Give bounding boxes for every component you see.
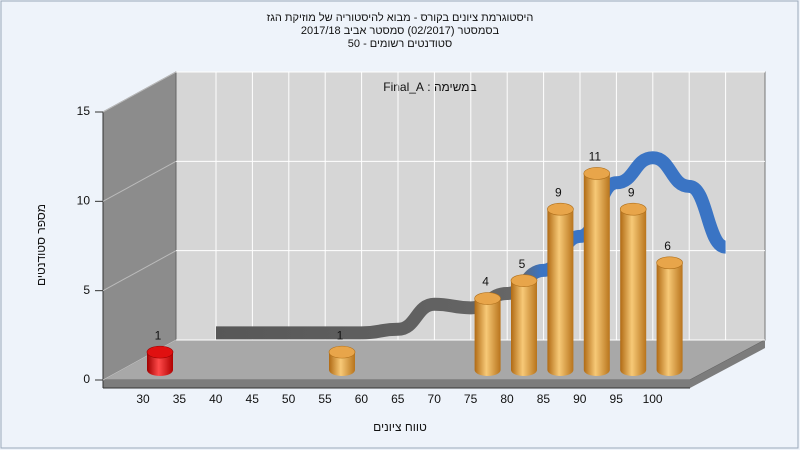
x-tick-label: 55 [318, 392, 332, 406]
bar-body [583, 173, 610, 376]
bar-top [328, 345, 356, 359]
x-tick-label: 80 [500, 392, 514, 406]
bar-top [146, 345, 174, 359]
x-tick-label: 60 [355, 392, 369, 406]
data-label: 9 [555, 185, 562, 199]
bar [474, 292, 501, 376]
x-tick-label: 85 [537, 392, 551, 406]
bar-top [583, 167, 611, 180]
left-wall [102, 71, 177, 381]
x-tick-label: 70 [428, 392, 442, 406]
bar-body [147, 352, 173, 376]
bar-body [329, 352, 355, 376]
grid-line [102, 160, 177, 202]
bar-body [656, 262, 683, 376]
bar [656, 256, 683, 376]
bar-top [510, 274, 538, 287]
bar [328, 345, 356, 376]
bar-body [620, 209, 647, 376]
y-tick-label: 15 [77, 104, 91, 118]
chart-subtitle: בסמסטר (02/2017) סמסטר אביב 2017/18 [301, 25, 500, 37]
y-tick-label: 10 [77, 194, 91, 208]
x-axis-label: טווח ציונים [373, 420, 427, 434]
bar-body [511, 280, 537, 376]
x-tick-label: 45 [246, 392, 260, 406]
x-tick-label: 40 [209, 392, 223, 406]
data-label: 1 [155, 328, 162, 342]
floor-edge [103, 340, 765, 388]
data-label: 6 [664, 239, 671, 253]
bar-top [474, 292, 501, 305]
bar [146, 345, 174, 376]
grid-line [102, 250, 177, 292]
x-tick-label: 90 [573, 392, 587, 406]
annotation: במשימה : Final_A [383, 80, 476, 94]
bar-top [619, 202, 647, 216]
y-tick-label: 0 [83, 372, 90, 386]
y-tick-label: 5 [83, 283, 90, 297]
data-label: 5 [519, 257, 526, 271]
bar-top [656, 256, 683, 270]
x-tick-label: 50 [282, 392, 296, 406]
y-axis-label: מספר סטודנטים [34, 204, 48, 286]
bar [619, 202, 647, 376]
bar [583, 167, 611, 376]
x-tick-label: 30 [136, 392, 150, 406]
grid-line [102, 71, 177, 113]
bar-body [474, 298, 501, 376]
x-tick-label: 35 [173, 392, 187, 406]
x-tick-label: 75 [464, 392, 478, 406]
bar [510, 274, 538, 376]
chart-title: היסטוגרמת ציונים בקורס - מבוא להיסטוריה … [267, 11, 534, 24]
x-tick-label: 65 [391, 392, 405, 406]
data-label: 11 [589, 150, 602, 164]
bar-body [547, 209, 574, 376]
data-label: 9 [628, 185, 635, 199]
x-tick-label: 100 [643, 392, 663, 406]
data-label: 1 [337, 328, 344, 342]
data-label: 4 [482, 275, 489, 289]
chart-subtitle: סטודנטים רשומים - 50 [348, 38, 452, 50]
bar-top [547, 202, 574, 216]
bar [547, 202, 574, 376]
x-tick-label: 95 [610, 392, 624, 406]
